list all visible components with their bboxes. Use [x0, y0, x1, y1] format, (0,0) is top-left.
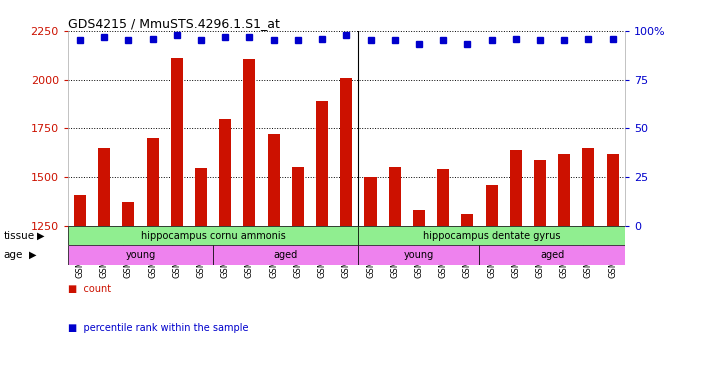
Bar: [68, 245, 213, 265]
Bar: [534, 160, 546, 226]
Text: tissue: tissue: [4, 231, 35, 241]
Text: hippocampus cornu ammonis: hippocampus cornu ammonis: [141, 231, 286, 241]
Text: ■  percentile rank within the sample: ■ percentile rank within the sample: [68, 323, 248, 333]
Bar: [68, 226, 358, 245]
Text: hippocampus dentate gyrus: hippocampus dentate gyrus: [423, 231, 560, 241]
Bar: [461, 214, 473, 226]
Bar: [98, 148, 110, 226]
Text: young: young: [404, 250, 434, 260]
Bar: [195, 168, 207, 226]
Bar: [358, 226, 625, 245]
Bar: [583, 148, 595, 226]
Bar: [510, 150, 522, 226]
Text: GDS4215 / MmuSTS.4296.1.S1_at: GDS4215 / MmuSTS.4296.1.S1_at: [68, 17, 280, 30]
Bar: [122, 202, 134, 226]
Bar: [358, 245, 480, 265]
Bar: [268, 134, 280, 226]
Bar: [388, 167, 401, 226]
Bar: [292, 167, 304, 226]
Bar: [171, 58, 183, 226]
Bar: [480, 245, 625, 265]
Bar: [437, 169, 449, 226]
Text: ▶: ▶: [29, 250, 36, 260]
Bar: [74, 195, 86, 226]
Bar: [219, 119, 231, 226]
Bar: [607, 154, 619, 226]
Bar: [341, 78, 352, 226]
Bar: [316, 101, 328, 226]
Text: ■  count: ■ count: [68, 284, 111, 294]
Bar: [486, 185, 498, 226]
Bar: [146, 138, 159, 226]
Bar: [364, 177, 376, 226]
Text: aged: aged: [273, 250, 298, 260]
Text: young: young: [126, 250, 156, 260]
Bar: [558, 154, 570, 226]
Text: ▶: ▶: [37, 231, 45, 241]
Bar: [243, 59, 256, 226]
Text: aged: aged: [540, 250, 564, 260]
Text: age: age: [4, 250, 23, 260]
Bar: [213, 245, 358, 265]
Bar: [413, 210, 425, 226]
